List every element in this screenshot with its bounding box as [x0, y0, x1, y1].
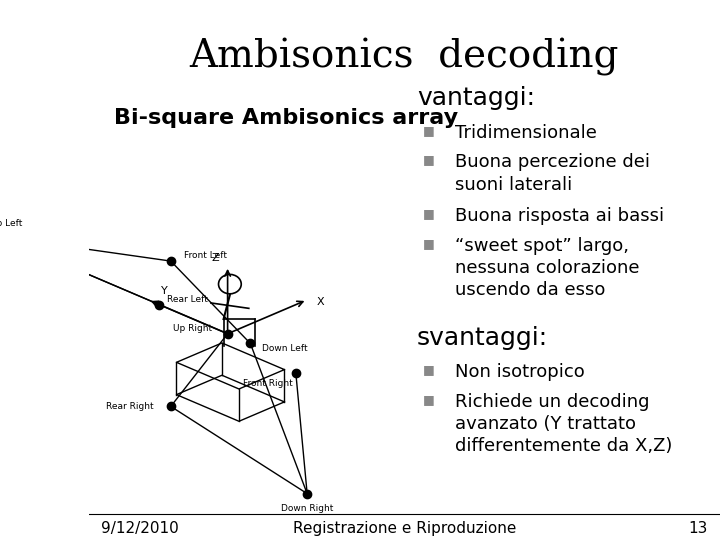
Text: Rear Left: Rear Left — [167, 295, 208, 304]
Text: Richiede un decoding
avanzato (Y trattato
differentemente da X,Z): Richiede un decoding avanzato (Y trattat… — [455, 393, 672, 455]
Text: ■: ■ — [423, 237, 435, 250]
Text: Ambisonics  decoding: Ambisonics decoding — [189, 38, 619, 76]
Text: ■: ■ — [423, 124, 435, 137]
Text: svantaggi:: svantaggi: — [417, 326, 548, 350]
Text: Up Right: Up Right — [174, 324, 212, 333]
Text: Rear Right: Rear Right — [106, 402, 153, 411]
Text: vantaggi:: vantaggi: — [417, 86, 535, 110]
Text: Non isotropico: Non isotropico — [455, 363, 585, 381]
Text: X: X — [317, 297, 324, 307]
Text: Up Left: Up Left — [0, 219, 23, 228]
Text: ■: ■ — [423, 393, 435, 406]
Text: Registrazione e Riproduzione: Registrazione e Riproduzione — [292, 521, 516, 536]
Text: Front Left: Front Left — [184, 251, 227, 260]
Text: Y: Y — [161, 286, 168, 296]
Text: Z: Z — [212, 253, 220, 262]
Text: Tridimensionale: Tridimensionale — [455, 124, 597, 142]
Text: Front Right: Front Right — [243, 379, 292, 388]
Text: Bi-square Ambisonics array: Bi-square Ambisonics array — [114, 107, 458, 127]
Text: Buona percezione dei
suoni laterali: Buona percezione dei suoni laterali — [455, 153, 650, 194]
Text: ■: ■ — [423, 153, 435, 166]
Text: ■: ■ — [423, 207, 435, 220]
Text: Down Left: Down Left — [262, 345, 308, 353]
Text: ■: ■ — [423, 363, 435, 376]
Text: “sweet spot” largo,
nessuna colorazione
uscendo da esso: “sweet spot” largo, nessuna colorazione … — [455, 237, 639, 299]
Text: Buona risposta ai bassi: Buona risposta ai bassi — [455, 207, 664, 225]
Text: 9/12/2010: 9/12/2010 — [102, 521, 179, 536]
Text: Down Right: Down Right — [281, 504, 333, 513]
Text: 13: 13 — [688, 521, 707, 536]
